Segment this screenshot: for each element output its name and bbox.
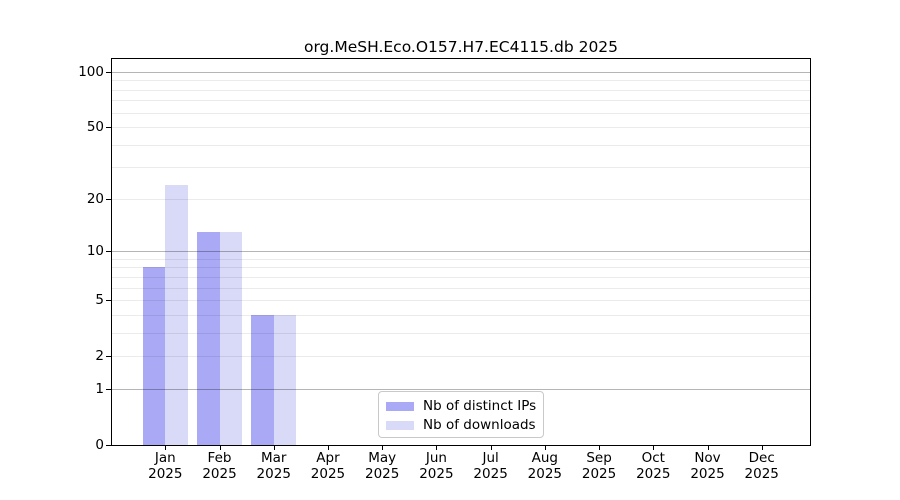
x-tick-jun <box>436 446 438 450</box>
legend: Nb of distinct IPs Nb of downloads <box>378 391 544 438</box>
y-tick-label-20: 20 <box>86 190 104 207</box>
x-tick-may <box>382 446 384 450</box>
x-tick-year-dec: 2025 <box>744 465 779 482</box>
y-tick-label-1: 1 <box>95 380 104 397</box>
minor-gridline-60 <box>112 112 810 114</box>
x-tick-label-apr: Apr 2025 <box>310 450 346 482</box>
minor-gridline-3 <box>112 332 810 334</box>
x-tick-label-feb: Feb 2025 <box>202 450 237 482</box>
y-tick-label-50: 50 <box>86 119 104 136</box>
x-tick-label-mar: Mar 2025 <box>256 450 291 482</box>
chart-title: org.MeSH.Eco.O157.H7.EC4115.db 2025 <box>303 38 619 56</box>
legend-label-downloads: Nb of downloads <box>423 417 536 433</box>
legend-item-downloads: Nb of downloads <box>386 416 537 435</box>
minor-gridline-8 <box>112 267 810 269</box>
minor-gridline-30 <box>112 167 810 169</box>
x-tick-year-jan: 2025 <box>148 465 183 482</box>
y-tick-5 <box>106 300 111 302</box>
y-tick-10 <box>106 251 111 253</box>
x-tick-year-apr: 2025 <box>310 465 346 482</box>
y-tick-label-5: 5 <box>95 292 104 309</box>
x-tick-label-nov: Nov 2025 <box>690 450 725 482</box>
legend-label-distinct-ips: Nb of distinct IPs <box>423 398 537 414</box>
x-tick-label-jun: Jun 2025 <box>419 450 454 482</box>
minor-gridline-4 <box>112 314 810 316</box>
bar-mar-distinct-ips <box>251 314 274 445</box>
major-gridline-10 <box>112 251 810 253</box>
y-tick-0 <box>106 445 111 446</box>
bar-mar-downloads <box>273 314 297 445</box>
minor-gridline-5 <box>112 300 810 302</box>
bar-feb-downloads <box>219 231 242 445</box>
x-tick-label-jul: Jul 2025 <box>473 450 508 482</box>
minor-gridline-9 <box>112 258 810 260</box>
x-tick-year-sep: 2025 <box>581 465 617 482</box>
major-gridline-100 <box>112 71 810 73</box>
x-tick-label-dec: Dec 2025 <box>744 450 779 482</box>
x-tick-year-mar: 2025 <box>256 465 291 482</box>
legend-item-distinct-ips: Nb of distinct IPs <box>386 397 537 416</box>
y-tick-label-2: 2 <box>95 348 104 365</box>
x-tick-jul <box>490 446 492 450</box>
x-tick-aug <box>544 446 546 450</box>
minor-gridline-7 <box>112 276 810 278</box>
x-tick-year-jul: 2025 <box>473 465 508 482</box>
x-tick-year-aug: 2025 <box>527 465 563 482</box>
x-tick-sep <box>599 446 601 450</box>
y-tick-50 <box>106 127 111 129</box>
x-tick-dec <box>761 446 763 450</box>
x-tick-nov <box>707 446 709 450</box>
bar-feb-distinct-ips <box>197 231 220 445</box>
bar-jan-distinct-ips <box>142 267 166 445</box>
x-tick-feb <box>219 446 221 450</box>
minor-gridline-6 <box>112 287 810 289</box>
legend-swatch-downloads <box>386 421 414 430</box>
major-gridline-1 <box>112 388 810 390</box>
x-tick-year-may: 2025 <box>364 465 400 482</box>
x-tick-label-oct: Oct 2025 <box>636 450 671 482</box>
x-tick-oct <box>653 446 655 450</box>
x-tick-year-nov: 2025 <box>690 465 725 482</box>
bar-jan-downloads <box>165 184 188 445</box>
minor-gridline-2 <box>112 356 810 358</box>
minor-gridline-80 <box>112 89 810 91</box>
x-tick-label-jan: Jan 2025 <box>148 450 183 482</box>
x-tick-year-jun: 2025 <box>419 465 454 482</box>
minor-gridline-50 <box>112 127 810 129</box>
plot-area <box>111 58 811 446</box>
y-tick-20 <box>106 198 111 200</box>
x-tick-apr <box>327 446 329 450</box>
bars-layer <box>112 59 810 445</box>
y-tick-1 <box>106 388 111 390</box>
minor-gridline-40 <box>112 144 810 146</box>
minor-gridline-70 <box>112 100 810 102</box>
y-tick-label-0: 0 <box>95 437 104 453</box>
minor-gridline-90 <box>112 80 810 82</box>
x-tick-label-may: May 2025 <box>364 450 400 482</box>
x-tick-label-aug: Aug 2025 <box>527 450 563 482</box>
y-tick-2 <box>106 356 111 358</box>
x-tick-jan <box>165 446 167 450</box>
gridlines-layer <box>112 59 810 445</box>
y-tick-label-10: 10 <box>86 243 104 260</box>
x-tick-mar <box>273 446 275 450</box>
x-tick-label-sep: Sep 2025 <box>581 450 617 482</box>
legend-swatch-distinct-ips <box>386 402 414 411</box>
minor-gridline-20 <box>112 198 810 200</box>
x-tick-year-feb: 2025 <box>202 465 237 482</box>
y-tick-label-100: 100 <box>78 63 104 80</box>
y-tick-100 <box>106 71 111 73</box>
x-tick-year-oct: 2025 <box>636 465 671 482</box>
